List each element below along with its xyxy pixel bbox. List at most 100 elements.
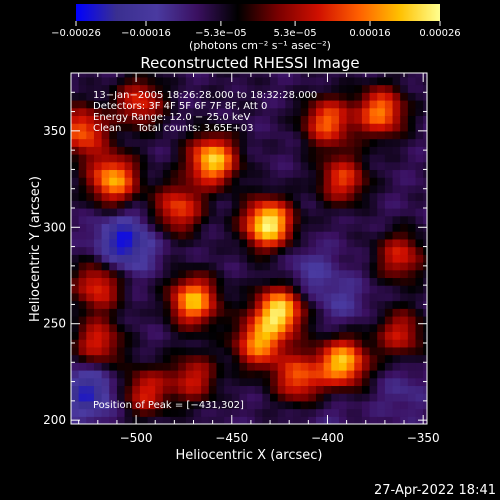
heatmap-cell bbox=[300, 184, 309, 194]
heatmap-cell bbox=[384, 323, 394, 333]
heatmap-cell bbox=[415, 285, 424, 294]
heatmap-cell bbox=[170, 146, 179, 155]
heatmap-cell bbox=[415, 339, 424, 348]
heatmap-cell bbox=[224, 400, 233, 410]
heatmap-cell bbox=[247, 285, 256, 294]
heatmap-cell bbox=[270, 393, 279, 402]
heatmap-cell bbox=[308, 92, 317, 101]
heatmap-cell bbox=[185, 393, 195, 402]
heatmap-cell bbox=[369, 362, 378, 371]
heatmap-cell bbox=[162, 262, 172, 271]
heatmap-cell bbox=[147, 84, 156, 93]
heatmap-cell bbox=[377, 215, 386, 225]
heatmap-cell bbox=[277, 277, 286, 286]
heatmap-cell bbox=[300, 123, 309, 132]
heatmap-cell bbox=[109, 292, 118, 302]
heatmap-cell bbox=[361, 223, 371, 232]
heatmap-cell bbox=[178, 73, 187, 78]
heatmap-cell bbox=[201, 161, 210, 171]
heatmap-cell bbox=[270, 154, 279, 163]
heatmap-cell bbox=[270, 339, 279, 348]
heatmap-cell bbox=[208, 208, 218, 217]
heatmap-cell bbox=[377, 154, 386, 163]
heatmap-cell bbox=[361, 400, 371, 410]
heatmap-cell bbox=[331, 370, 340, 379]
heatmap-cell bbox=[338, 115, 348, 124]
heatmap-cell bbox=[86, 146, 95, 155]
heatmap-cell bbox=[178, 192, 187, 201]
heatmap-cell bbox=[254, 73, 263, 78]
heatmap-cell bbox=[224, 393, 233, 402]
heatmap-cell bbox=[178, 362, 187, 371]
heatmap-cell bbox=[392, 377, 401, 387]
heatmap-cell bbox=[346, 262, 355, 271]
heatmap-cell bbox=[101, 73, 110, 78]
heatmap-cell bbox=[155, 200, 164, 209]
heatmap-cell bbox=[254, 184, 263, 194]
heatmap-cell bbox=[101, 323, 110, 333]
heatmap-cell bbox=[285, 146, 294, 155]
heatmap-cell bbox=[308, 285, 317, 294]
heatmap-cell bbox=[86, 377, 95, 387]
heatmap-cell bbox=[170, 377, 179, 387]
heatmap-cell bbox=[124, 231, 133, 240]
heatmap-cell bbox=[239, 238, 248, 248]
heatmap-cell bbox=[338, 408, 348, 417]
heatmap-cell bbox=[101, 107, 110, 117]
heatmap-cell bbox=[185, 146, 195, 155]
heatmap-cell bbox=[193, 169, 202, 178]
heatmap-cell bbox=[331, 200, 340, 209]
heatmap-cell bbox=[93, 277, 103, 286]
heatmap-cell bbox=[124, 76, 133, 86]
heatmap-cell bbox=[377, 362, 386, 371]
heatmap-cell bbox=[216, 146, 225, 155]
heatmap-cell bbox=[262, 262, 271, 271]
heatmap-cell bbox=[224, 200, 233, 209]
heatmap-cell bbox=[400, 161, 409, 171]
heatmap-cell bbox=[86, 184, 95, 194]
heatmap-cell bbox=[407, 254, 417, 263]
heatmap-cell bbox=[247, 323, 256, 333]
heatmap-cell bbox=[331, 362, 340, 371]
heatmap-cell bbox=[323, 84, 332, 93]
heatmap-cell bbox=[124, 200, 133, 209]
heatmap-cell bbox=[423, 92, 427, 101]
heatmap-cell bbox=[361, 184, 371, 194]
heatmap-cell bbox=[369, 308, 378, 317]
heatmap-cell bbox=[315, 323, 325, 333]
heatmap-cell bbox=[116, 123, 126, 132]
heatmap-cell bbox=[293, 238, 302, 248]
heatmap-cell bbox=[231, 323, 241, 333]
heatmap-cell bbox=[308, 377, 317, 387]
heatmap-cell bbox=[224, 300, 233, 309]
heatmap-cell bbox=[185, 130, 195, 140]
heatmap-cell bbox=[361, 238, 371, 248]
heatmap-cell bbox=[162, 316, 172, 325]
heatmap-cell bbox=[392, 169, 401, 178]
heatmap-cell bbox=[124, 339, 133, 348]
heatmap-cell bbox=[224, 362, 233, 371]
heatmap-cell bbox=[262, 177, 271, 186]
heatmap-cell bbox=[147, 377, 156, 387]
heatmap-cell bbox=[101, 200, 110, 209]
heatmap-cell bbox=[300, 339, 309, 348]
heatmap-cell bbox=[300, 208, 309, 217]
heatmap-cell bbox=[101, 393, 110, 402]
heatmap-cell bbox=[139, 215, 149, 225]
heatmap-cell bbox=[147, 208, 156, 217]
heatmap-cell bbox=[384, 92, 394, 101]
heatmap-cell bbox=[162, 254, 172, 263]
heatmap-cell bbox=[239, 300, 248, 309]
heatmap-cell bbox=[247, 316, 256, 325]
heatmap-cell bbox=[116, 76, 126, 86]
heatmap-cell bbox=[377, 331, 386, 340]
heatmap-cell bbox=[285, 393, 294, 402]
heatmap-cell bbox=[170, 130, 179, 140]
heatmap-cell bbox=[384, 408, 394, 417]
heatmap-cell bbox=[93, 370, 103, 379]
heatmap-cell bbox=[239, 254, 248, 263]
heatmap-cell bbox=[239, 362, 248, 371]
heatmap-cell bbox=[132, 92, 141, 101]
heatmap-cell bbox=[277, 246, 286, 255]
heatmap-cell bbox=[338, 123, 348, 132]
